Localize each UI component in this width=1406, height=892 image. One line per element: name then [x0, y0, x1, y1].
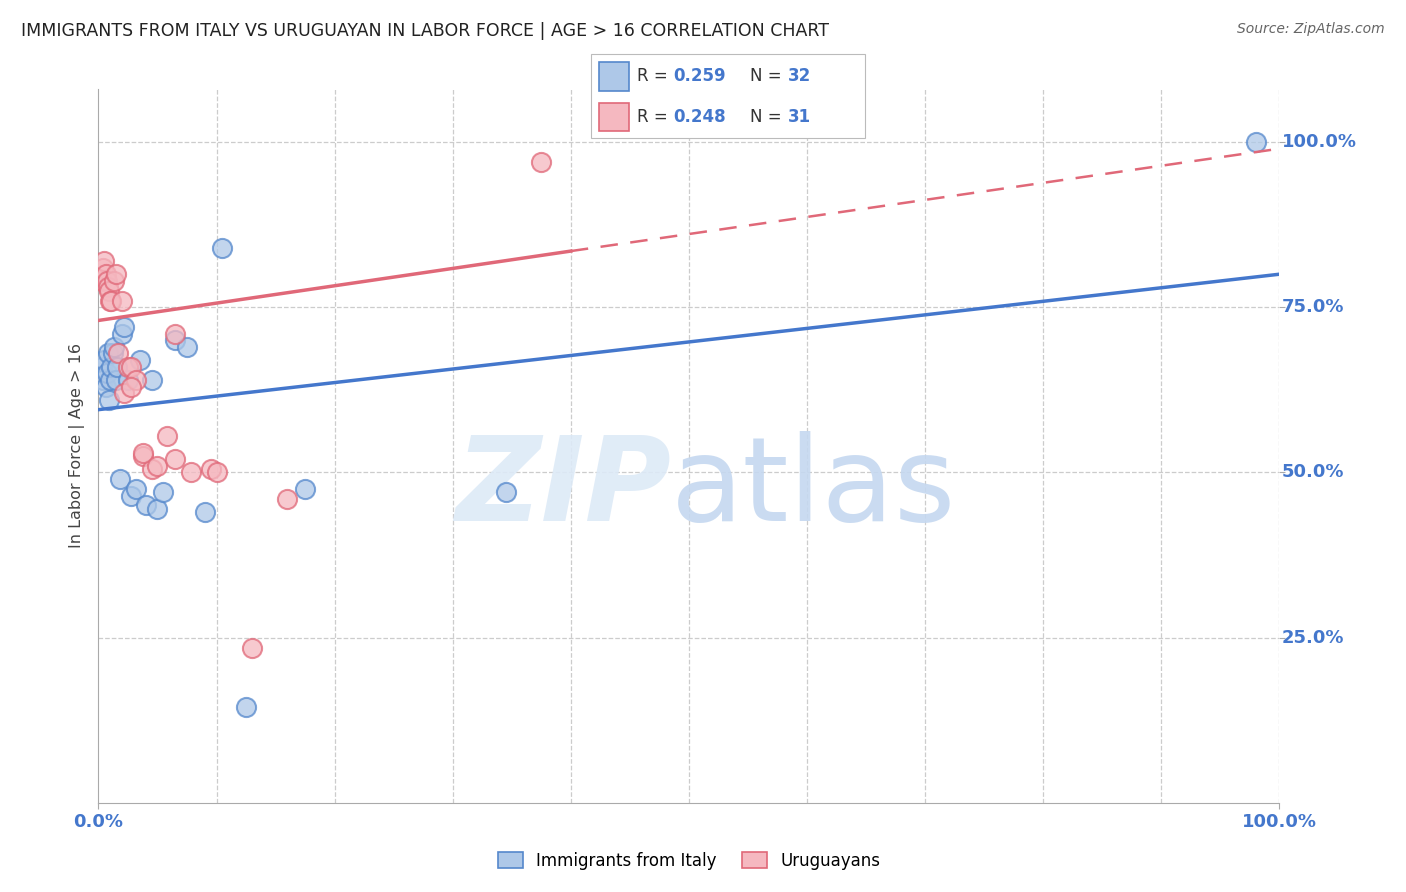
- Point: [105, 373, 128, 387]
- Text: IMMIGRANTS FROM ITALY VS URUGUAYAN IN LABOR FORCE | AGE > 16 CORRELATION CHART: IMMIGRANTS FROM ITALY VS URUGUAYAN IN LA…: [21, 22, 830, 40]
- Point: [111, 293, 134, 308]
- Point: [121, 379, 143, 393]
- Point: [152, 485, 174, 500]
- Point: [200, 462, 222, 476]
- Text: 31: 31: [787, 108, 811, 126]
- Point: [93, 254, 115, 268]
- Text: 75.0%: 75.0%: [1282, 298, 1344, 317]
- Point: [94, 379, 117, 393]
- Point: [103, 340, 125, 354]
- FancyBboxPatch shape: [599, 62, 628, 91]
- Point: [141, 462, 163, 476]
- Point: [108, 472, 131, 486]
- Point: [235, 700, 257, 714]
- Point: [495, 485, 517, 500]
- Text: N =: N =: [749, 68, 786, 86]
- Text: Source: ZipAtlas.com: Source: ZipAtlas.com: [1237, 22, 1385, 37]
- Point: [98, 373, 121, 387]
- Point: [91, 373, 114, 387]
- Point: [294, 482, 316, 496]
- Point: [112, 386, 135, 401]
- Point: [91, 260, 114, 275]
- Point: [121, 359, 143, 374]
- Y-axis label: In Labor Force | Age > 16: In Labor Force | Age > 16: [69, 343, 84, 549]
- Text: R =: R =: [637, 108, 673, 126]
- Point: [93, 353, 115, 368]
- Point: [96, 274, 118, 288]
- Point: [91, 274, 114, 288]
- FancyBboxPatch shape: [599, 103, 628, 131]
- Point: [111, 326, 134, 341]
- Point: [96, 367, 118, 381]
- FancyBboxPatch shape: [591, 54, 865, 138]
- Legend: Immigrants from Italy, Uruguayans: Immigrants from Italy, Uruguayans: [491, 846, 887, 877]
- Point: [180, 466, 202, 480]
- Point: [94, 267, 117, 281]
- Point: [141, 373, 163, 387]
- Point: [117, 359, 139, 374]
- Point: [112, 320, 135, 334]
- Point: [276, 491, 298, 506]
- Point: [117, 373, 139, 387]
- Point: [156, 429, 179, 443]
- Point: [97, 346, 120, 360]
- Point: [176, 340, 198, 354]
- Point: [211, 241, 233, 255]
- Text: N =: N =: [749, 108, 786, 126]
- Point: [1244, 135, 1267, 149]
- Point: [105, 267, 128, 281]
- Text: 32: 32: [787, 68, 811, 86]
- Point: [97, 280, 120, 294]
- Point: [91, 359, 114, 374]
- Point: [146, 458, 169, 473]
- Point: [100, 359, 122, 374]
- Point: [121, 489, 143, 503]
- Point: [98, 284, 121, 298]
- Point: [128, 353, 150, 368]
- Point: [125, 482, 148, 496]
- Point: [194, 505, 217, 519]
- Point: [107, 346, 129, 360]
- Point: [135, 499, 157, 513]
- Point: [98, 392, 121, 407]
- Point: [165, 452, 187, 467]
- Text: 50.0%: 50.0%: [1282, 464, 1344, 482]
- Text: 0.259: 0.259: [672, 68, 725, 86]
- Text: 0.248: 0.248: [672, 108, 725, 126]
- Text: atlas: atlas: [671, 432, 956, 546]
- Point: [205, 466, 228, 480]
- Text: R =: R =: [637, 68, 673, 86]
- Point: [98, 293, 121, 308]
- Text: ZIP: ZIP: [456, 432, 671, 546]
- Point: [240, 640, 263, 655]
- Point: [100, 293, 122, 308]
- Point: [165, 326, 187, 341]
- Text: 100.0%: 100.0%: [1282, 133, 1357, 151]
- Point: [125, 373, 148, 387]
- Point: [132, 445, 155, 459]
- Point: [105, 359, 128, 374]
- Text: 25.0%: 25.0%: [1282, 629, 1344, 647]
- Point: [103, 274, 125, 288]
- Point: [530, 154, 553, 169]
- Point: [146, 501, 169, 516]
- Point: [101, 346, 124, 360]
- Point: [165, 333, 187, 347]
- Point: [132, 449, 155, 463]
